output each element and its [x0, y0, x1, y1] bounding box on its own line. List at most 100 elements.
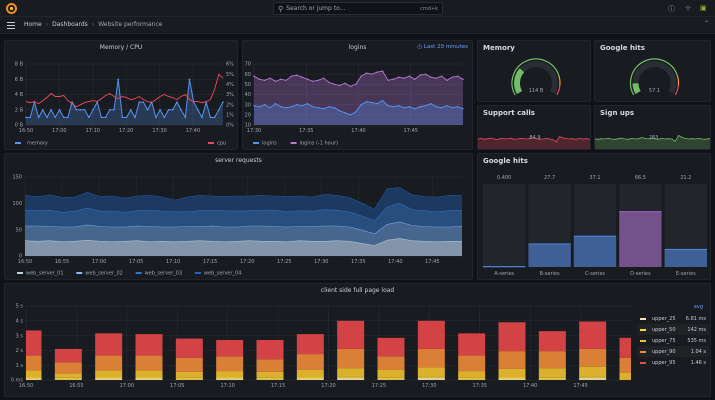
- support-calls-sparkline: 84.9: [478, 135, 590, 149]
- y-tick-label: 3 s: [16, 333, 24, 339]
- x-tick-label: 17:00: [52, 128, 66, 134]
- bar-segment-upper_90: [458, 355, 486, 372]
- legend-item-memory: memory: [27, 141, 48, 147]
- legend-item-web-server-03: web_server_03: [145, 271, 183, 277]
- legend-swatch: [17, 272, 23, 274]
- y-tick-label: 2 s: [16, 348, 24, 354]
- rss-icon[interactable]: ⊹: [685, 4, 691, 12]
- legend-swatch: [76, 272, 83, 274]
- series-point: [376, 71, 378, 73]
- bar-segment-upper_25: [95, 378, 123, 380]
- memory-point: [54, 116, 57, 119]
- memory-point: [29, 116, 31, 119]
- bar-segment-upper_75: [498, 368, 526, 378]
- bar-segment-upper_25: [135, 378, 163, 380]
- bar-category-label: D-series: [630, 271, 651, 277]
- grafana-logo[interactable]: [6, 3, 17, 14]
- series-point: [424, 104, 427, 107]
- y-tick-label: 0 B: [15, 123, 24, 129]
- breadcrumb-dashboards[interactable]: Dashboards: [52, 21, 88, 28]
- bar-segment-upper_95: [377, 337, 405, 357]
- legend-header-avg[interactable]: avg: [693, 304, 703, 310]
- legend-row-upper_95[interactable]: upper_95 1.46 s: [637, 357, 709, 368]
- menu-icon[interactable]: [7, 22, 15, 31]
- legend-row-upper_90[interactable]: upper_90 1.04 s: [637, 346, 709, 357]
- bar-segment-upper_75: [417, 367, 445, 377]
- bar-fill-edge: [483, 266, 526, 267]
- y-tick-label: 100: [12, 201, 22, 207]
- series-point: [392, 78, 395, 80]
- search-input[interactable]: ⚲ Search or jump to... cmd+k: [273, 2, 443, 15]
- series-point: [355, 83, 357, 86]
- legend-item-logins-1-hour-: logins (-1 hour): [300, 141, 338, 147]
- memory-point: [155, 116, 157, 119]
- memory-point: [213, 116, 216, 119]
- page-load-chart: 0 ms 1 s 2 s 3 s 4 s 5 s 16:50 16:55 17:00 17:05 1…: [11, 304, 631, 389]
- bar-segment-upper_90: [26, 355, 42, 371]
- x-tick-label: 17:30: [422, 383, 436, 389]
- memory-point: [83, 108, 86, 111]
- bar-segment-upper_90: [498, 351, 526, 369]
- google-hits-bar-gauge: 0.400 A-series 27.7 B-series 37.1 C-series 66.…: [483, 175, 707, 277]
- memory-point: [79, 108, 82, 111]
- series-point: [371, 101, 373, 104]
- bar-segment-upper_95: [54, 348, 82, 363]
- x-tick-label: 17:45: [404, 128, 418, 134]
- time-range-badge[interactable]: ◷ Last 20 minutes: [417, 44, 468, 50]
- bar-segment-upper_95: [26, 330, 42, 356]
- top-bar: ⚲ Search or jump to... cmd+k ⓘ ⊹ ▣: [0, 0, 715, 17]
- breadcrumb-home[interactable]: Home: [24, 21, 42, 28]
- memory-point: [163, 116, 166, 119]
- bar-segment-upper_90: [417, 348, 445, 368]
- y-tick-label: 150: [12, 175, 22, 181]
- series-point: [253, 104, 255, 107]
- legend-swatch: [640, 361, 646, 364]
- help-icon[interactable]: ⓘ: [668, 5, 675, 13]
- bar-fill-edge: [664, 248, 707, 250]
- bar-fill-edge: [573, 235, 617, 237]
- legend-row-upper_50[interactable]: upper_50 142 ms: [637, 324, 709, 335]
- legend-item-web-server-04: web_server_04: [204, 271, 242, 277]
- series-point: [274, 102, 277, 105]
- bar-category-label: E-series: [676, 271, 696, 277]
- series-point: [360, 103, 362, 106]
- panel-title: Memory: [483, 44, 515, 52]
- series-point: [376, 102, 378, 105]
- series-point: [403, 77, 405, 79]
- legend-avg: 1.46 s: [690, 359, 706, 366]
- series-point: [446, 79, 448, 81]
- series-point: [355, 111, 357, 113]
- memory-point: [180, 108, 182, 111]
- bar-segment-upper_50: [458, 377, 486, 380]
- x-tick-label: 17:35: [351, 259, 365, 265]
- bar-segment-upper_75: [135, 370, 163, 378]
- legend-row-upper_25[interactable]: upper_25 6.81 ms: [637, 313, 709, 324]
- memory-point: [25, 116, 27, 119]
- series-point: [397, 104, 400, 107]
- series-point: [339, 84, 341, 87]
- memory-point: [88, 116, 90, 119]
- legend-row-upper_75[interactable]: upper_75 535 ms: [637, 335, 709, 346]
- bar-segment-upper_50: [54, 377, 82, 380]
- series-point: [397, 76, 400, 78]
- bar-segment-upper_75: [337, 368, 365, 377]
- bar-value-label: 21.2: [680, 175, 691, 181]
- series-line: [253, 100, 464, 116]
- clock-icon: ◷: [417, 44, 424, 50]
- series-point: [414, 78, 416, 80]
- y2-tick-label: 3%: [226, 92, 234, 98]
- memory-point: [176, 101, 178, 103]
- bar-segment-upper_95: [135, 334, 163, 356]
- series-point: [456, 106, 459, 108]
- y2-tick-label: 6%: [226, 62, 234, 68]
- sparkline-line: [478, 136, 590, 143]
- bar-segment-upper_50: [135, 377, 163, 379]
- google-hits-gauge: 57.1: [629, 58, 680, 96]
- avatar[interactable]: ▣: [700, 4, 707, 12]
- memory-point: [113, 108, 115, 111]
- gauge-threshold-green: [629, 58, 678, 96]
- series-point: [317, 79, 320, 81]
- chevron-up-icon[interactable]: ⌃: [703, 20, 709, 27]
- series-point: [269, 107, 271, 109]
- y2-tick-label: 4%: [226, 82, 234, 88]
